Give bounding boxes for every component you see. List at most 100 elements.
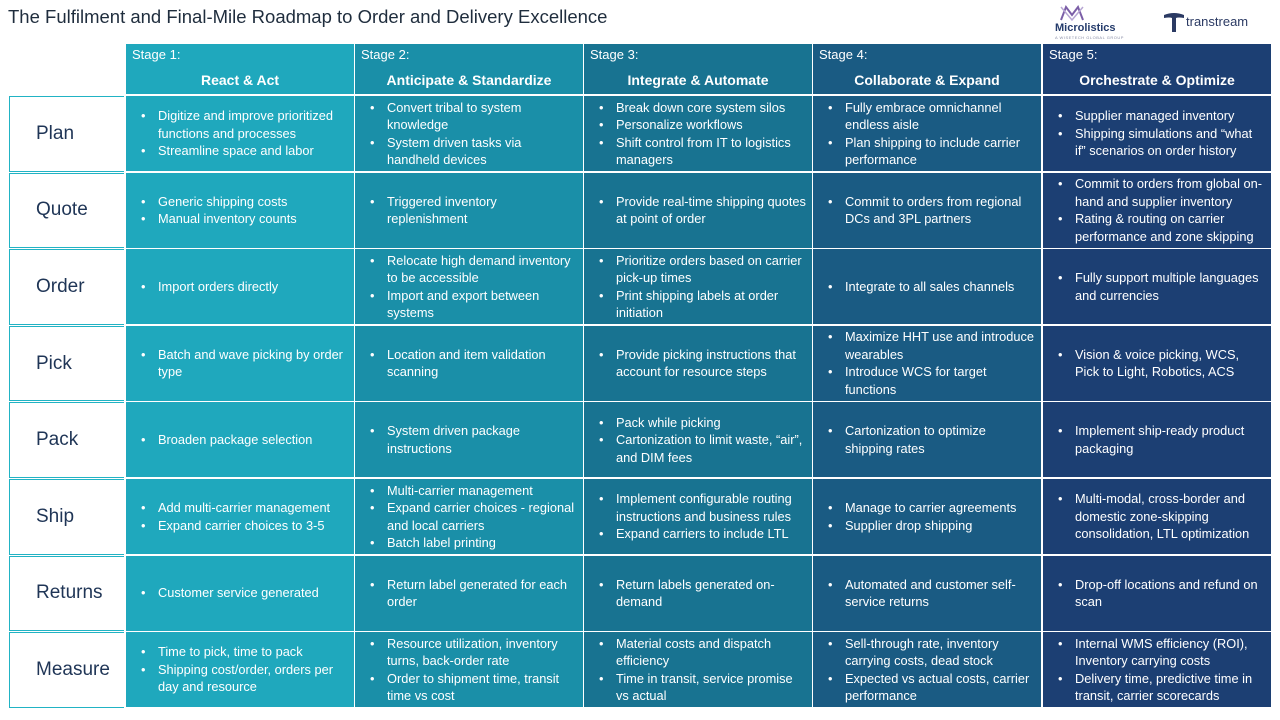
bullet-item: Expand carrier choices to 3-5: [140, 517, 330, 535]
stage-header-1: Stage 1: React & Act: [126, 44, 354, 94]
bullet-list: Commit to orders from regional DCs and 3…: [827, 193, 1035, 228]
cell-pick-stage-4: Maximize HHT use and introduce wearables…: [813, 325, 1041, 401]
cell-quote-stage-1: Generic shipping costsManual inventory c…: [126, 172, 354, 248]
cell-returns-stage-5: Drop-off locations and refund on scan: [1043, 555, 1271, 631]
bullet-item: Cartonization to optimize shipping rates: [827, 422, 1035, 457]
bullet-item: Pack while picking: [598, 414, 806, 432]
row-label-pack: Pack: [9, 402, 124, 478]
stage-number: Stage 5:: [1049, 47, 1098, 62]
bullet-item: Shipping cost/order, orders per day and …: [140, 661, 348, 696]
cell-order-stage-3: Prioritize orders based on carrier pick-…: [584, 249, 812, 325]
bullet-item: Plan shipping to include carrier perform…: [827, 134, 1035, 169]
cell-pick-stage-3: Provide picking instructions that accoun…: [584, 325, 812, 401]
bullet-item: Digitize and improve prioritized functio…: [140, 107, 348, 142]
bullet-item: Time to pick, time to pack: [140, 643, 348, 661]
stage-name: Collaborate & Expand: [854, 72, 1000, 88]
bullet-item: Add multi-carrier management: [140, 499, 330, 517]
cell-pick-stage-2: Location and item validation scanning: [355, 325, 583, 401]
cell-returns-stage-3: Return labels generated on-demand: [584, 555, 812, 631]
row-label-ship: Ship: [9, 479, 124, 555]
bullet-list: Broaden package selection: [140, 431, 312, 449]
stage-header-4: Stage 4: Collaborate & Expand: [813, 44, 1041, 94]
cell-ship-stage-5: Multi-modal, cross-border and domestic z…: [1043, 479, 1271, 554]
row-label-order: Order: [9, 249, 124, 325]
bullet-list: Integrate to all sales channels: [827, 278, 1014, 296]
stage-number: Stage 2:: [361, 47, 410, 62]
bullet-item: Generic shipping costs: [140, 193, 297, 211]
bullet-item: Order to shipment time, transit time vs …: [369, 670, 577, 705]
bullet-list: Maximize HHT use and introduce wearables…: [827, 328, 1035, 398]
bullet-list: Internal WMS efficiency (ROI), Inventory…: [1057, 635, 1265, 705]
row-label-quote: Quote: [9, 172, 124, 249]
bullet-item: Cartonization to limit waste, “air”, and…: [598, 431, 806, 466]
cell-quote-stage-4: Commit to orders from regional DCs and 3…: [813, 172, 1041, 248]
bullet-item: Prioritize orders based on carrier pick-…: [598, 252, 806, 287]
bullet-item: Triggered inventory replenishment: [369, 193, 577, 228]
cell-order-stage-4: Integrate to all sales channels: [813, 249, 1041, 325]
cell-returns-stage-4: Automated and customer self-service retu…: [813, 555, 1041, 631]
bullet-list: Provide real-time shipping quotes at poi…: [598, 193, 806, 228]
cell-quote-stage-3: Provide real-time shipping quotes at poi…: [584, 172, 812, 248]
bullet-item: Maximize HHT use and introduce wearables: [827, 328, 1035, 363]
stage-number: Stage 1:: [132, 47, 181, 62]
bullet-list: System driven package instructions: [369, 422, 577, 457]
bullet-item: Provide picking instructions that accoun…: [598, 346, 806, 381]
bullet-item: Convert tribal to system knowledge: [369, 99, 577, 134]
cell-quote-stage-2: Triggered inventory replenishment: [355, 172, 583, 248]
cell-ship-stage-3: Implement configurable routing instructi…: [584, 479, 812, 554]
bullet-list: Sell-through rate, inventory carrying co…: [827, 635, 1035, 705]
bullet-list: Provide picking instructions that accoun…: [598, 346, 806, 381]
bullet-list: Customer service generated: [140, 584, 319, 602]
bullet-item: Batch label printing: [369, 534, 577, 552]
microlistics-logo: Microlistics A WISETECH GLOBAL GROUP: [1055, 4, 1135, 40]
stage-name: Anticipate & Standardize: [386, 72, 552, 88]
bullet-item: Break down core system silos: [598, 99, 806, 117]
bullet-list: Fully embrace omnichannel endless aisleP…: [827, 99, 1035, 169]
bullet-list: Return label generated for each order: [369, 576, 577, 611]
bullet-item: Streamline space and labor: [140, 142, 348, 160]
row-label-pick: Pick: [9, 325, 124, 402]
bullet-item: Sell-through rate, inventory carrying co…: [827, 635, 1035, 670]
cell-pack-stage-5: Implement ship-ready product packaging: [1043, 402, 1271, 478]
bullet-item: Expand carrier choices - regional and lo…: [369, 499, 577, 534]
roadmap-table: Stage 1: React & Act Stage 2: Anticipate & …: [9, 44, 1271, 709]
transtream-logo-mark: [1164, 13, 1184, 32]
bullet-item: Provide real-time shipping quotes at poi…: [598, 193, 806, 228]
bullet-item: Print shipping labels at order initiatio…: [598, 287, 806, 322]
bullet-list: Import orders directly: [140, 278, 278, 296]
bullet-item: Relocate high demand inventory to be acc…: [369, 252, 577, 287]
bullet-list: Material costs and dispatch efficiencyTi…: [598, 635, 806, 705]
bullet-list: Break down core system silosPersonalize …: [598, 99, 806, 169]
row-label-measure: Measure: [9, 632, 124, 708]
stage-name: React & Act: [200, 72, 280, 88]
bullet-item: Introduce WCS for target functions: [827, 363, 1035, 398]
bullet-list: Location and item validation scanning: [369, 346, 577, 381]
cell-measure-stage-4: Sell-through rate, inventory carrying co…: [813, 632, 1041, 708]
bullet-item: Internal WMS efficiency (ROI), Inventory…: [1057, 635, 1265, 670]
bullet-item: Time in transit, service promise vs actu…: [598, 670, 806, 705]
bullet-item: Implement configurable routing instructi…: [598, 490, 806, 525]
bullet-list: Vision & voice picking, WCS, Pick to Lig…: [1057, 346, 1265, 381]
stage-number: Stage 3:: [590, 47, 639, 62]
cell-pick-stage-1: Batch and wave picking by order type: [126, 325, 354, 401]
bullet-item: System driven tasks via handheld devices: [369, 134, 577, 169]
bullet-item: Location and item validation scanning: [369, 346, 577, 381]
bullet-list: Digitize and improve prioritized functio…: [140, 107, 348, 160]
cell-pack-stage-1: Broaden package selection: [126, 402, 354, 478]
bullet-item: Personalize workflows: [598, 116, 806, 134]
cell-returns-stage-1: Customer service generated: [126, 555, 354, 631]
bullet-list: Implement configurable routing instructi…: [598, 490, 806, 543]
bullet-item: Drop-off locations and refund on scan: [1057, 576, 1265, 611]
microlistics-logo-mark: [1060, 4, 1084, 22]
bullet-list: Convert tribal to system knowledgeSystem…: [369, 99, 577, 169]
cell-measure-stage-3: Material costs and dispatch efficiencyTi…: [584, 632, 812, 708]
stage-name: Orchestrate & Optimize: [1079, 72, 1235, 88]
bullet-item: Shipping simulations and “what if” scena…: [1057, 125, 1265, 160]
cell-pack-stage-4: Cartonization to optimize shipping rates: [813, 402, 1041, 478]
bullet-item: Expected vs actual costs, carrier perfor…: [827, 670, 1035, 705]
cell-ship-stage-4: Manage to carrier agreementsSupplier dro…: [813, 479, 1041, 554]
cell-pack-stage-2: System driven package instructions: [355, 402, 583, 478]
bullet-list: Multi-carrier managementExpand carrier c…: [369, 482, 577, 552]
cell-order-stage-2: Relocate high demand inventory to be acc…: [355, 249, 583, 325]
bullet-list: Cartonization to optimize shipping rates: [827, 422, 1035, 457]
